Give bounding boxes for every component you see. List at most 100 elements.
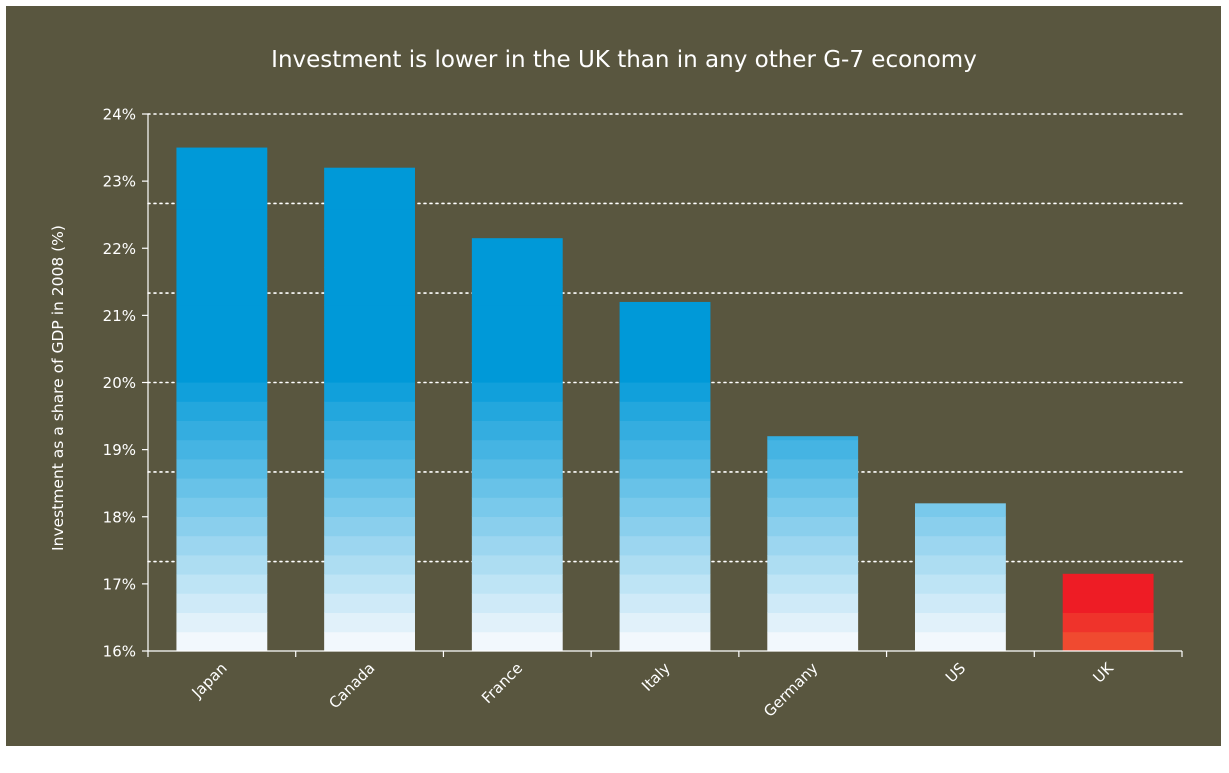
bar-segment xyxy=(324,497,415,517)
bar-segment xyxy=(176,478,268,498)
bar-segment xyxy=(324,167,415,172)
bar-segment xyxy=(767,439,859,460)
bar-segment xyxy=(176,401,268,421)
bar-segment xyxy=(324,267,415,287)
bar-segment xyxy=(471,439,563,460)
bar-segment xyxy=(176,247,268,268)
bar-uk xyxy=(1062,573,1154,652)
chart-title: Investment is lower in the UK than in an… xyxy=(271,47,977,73)
bar-segment xyxy=(324,420,415,441)
y-tick-label: 18% xyxy=(103,508,136,526)
bar-segment xyxy=(324,171,415,191)
bar-segment xyxy=(619,555,711,575)
y-tick-label: 16% xyxy=(103,643,136,661)
bar-italy xyxy=(619,301,711,652)
bar-segment xyxy=(176,574,268,594)
bar-segment xyxy=(767,612,859,633)
bar-segment xyxy=(324,593,415,613)
bar-segment xyxy=(767,593,859,613)
bar-segment xyxy=(619,343,711,364)
y-tick-label: 21% xyxy=(103,307,136,325)
bar-segment xyxy=(324,631,415,652)
bar-segment xyxy=(915,612,1006,633)
bar-segment xyxy=(176,363,268,383)
bar-segment xyxy=(1062,631,1154,652)
bar-segment xyxy=(767,574,859,594)
bar-segment xyxy=(471,286,563,306)
bar-segment xyxy=(767,535,859,556)
bar-segment xyxy=(767,631,859,652)
bar-segment xyxy=(471,478,563,498)
bar-segment xyxy=(324,324,415,345)
bar-segment xyxy=(324,574,415,594)
y-tick-label: 20% xyxy=(103,374,136,392)
bar-segment xyxy=(471,305,563,325)
bar-segment xyxy=(619,382,711,402)
y-axis-label: Investment as a share of GDP in 2008 (%) xyxy=(49,225,67,551)
bars-layer xyxy=(176,147,1154,652)
bar-segment xyxy=(471,593,563,613)
bar-segment xyxy=(324,247,415,268)
bar-segment xyxy=(324,190,415,210)
bar-canada xyxy=(324,167,415,652)
bar-segment xyxy=(1062,573,1154,575)
bar-segment xyxy=(324,612,415,633)
bar-segment xyxy=(619,593,711,613)
bar-segment xyxy=(619,401,711,421)
bar-segment xyxy=(324,209,415,229)
bar-segment xyxy=(324,478,415,498)
bar-segment xyxy=(324,516,415,537)
bar-segment xyxy=(471,267,563,287)
bar-segment xyxy=(767,478,859,498)
bar-japan xyxy=(176,147,268,652)
bar-segment xyxy=(471,612,563,633)
bar-segment xyxy=(915,516,1006,537)
bar-segment xyxy=(471,574,563,594)
bar-segment xyxy=(176,343,268,364)
bar-segment xyxy=(176,612,268,633)
bar-segment xyxy=(767,436,859,441)
bar-segment xyxy=(471,631,563,652)
bar-segment xyxy=(324,228,415,249)
y-tick-label: 22% xyxy=(103,240,136,258)
bar-segment xyxy=(767,555,859,575)
y-tick-label: 23% xyxy=(103,173,136,191)
bar-segment xyxy=(324,343,415,364)
bar-segment xyxy=(471,324,563,345)
bar-germany xyxy=(767,436,859,652)
bar-segment xyxy=(915,535,1006,556)
y-tick-label: 19% xyxy=(103,441,136,459)
bar-segment xyxy=(619,612,711,633)
bar-segment xyxy=(176,209,268,229)
bar-segment xyxy=(471,535,563,556)
bar-segment xyxy=(619,631,711,652)
bar-segment xyxy=(176,171,268,191)
bar-segment xyxy=(176,516,268,537)
bar-segment xyxy=(176,286,268,306)
chart-svg: 16%17%18%19%20%21%22%23%24% Japan Canada F… xyxy=(6,6,1221,746)
bar-segment xyxy=(915,503,1006,517)
bar-segment xyxy=(471,363,563,383)
bar-segment xyxy=(619,535,711,556)
bar-segment xyxy=(619,305,711,325)
bar-segment xyxy=(471,401,563,421)
bar-segment xyxy=(176,439,268,460)
bar-segment xyxy=(324,305,415,325)
bar-us xyxy=(915,503,1006,652)
bar-segment xyxy=(767,497,859,517)
bar-segment xyxy=(176,267,268,287)
bar-segment xyxy=(176,420,268,441)
bar-segment xyxy=(324,382,415,402)
bar-segment xyxy=(471,459,563,479)
bar-segment xyxy=(176,228,268,249)
bar-segment xyxy=(619,363,711,383)
bar-segment xyxy=(324,401,415,421)
bar-segment xyxy=(176,147,268,153)
y-ticks-layer: 16% 17% 18% 19% 20% 21% 22% 23% 24% xyxy=(103,106,148,661)
bar-segment xyxy=(471,247,563,268)
bar-segment xyxy=(767,459,859,479)
bar-segment xyxy=(915,631,1006,652)
bar-segment xyxy=(176,631,268,652)
bar-segment xyxy=(619,497,711,517)
bar-segment xyxy=(619,301,711,306)
